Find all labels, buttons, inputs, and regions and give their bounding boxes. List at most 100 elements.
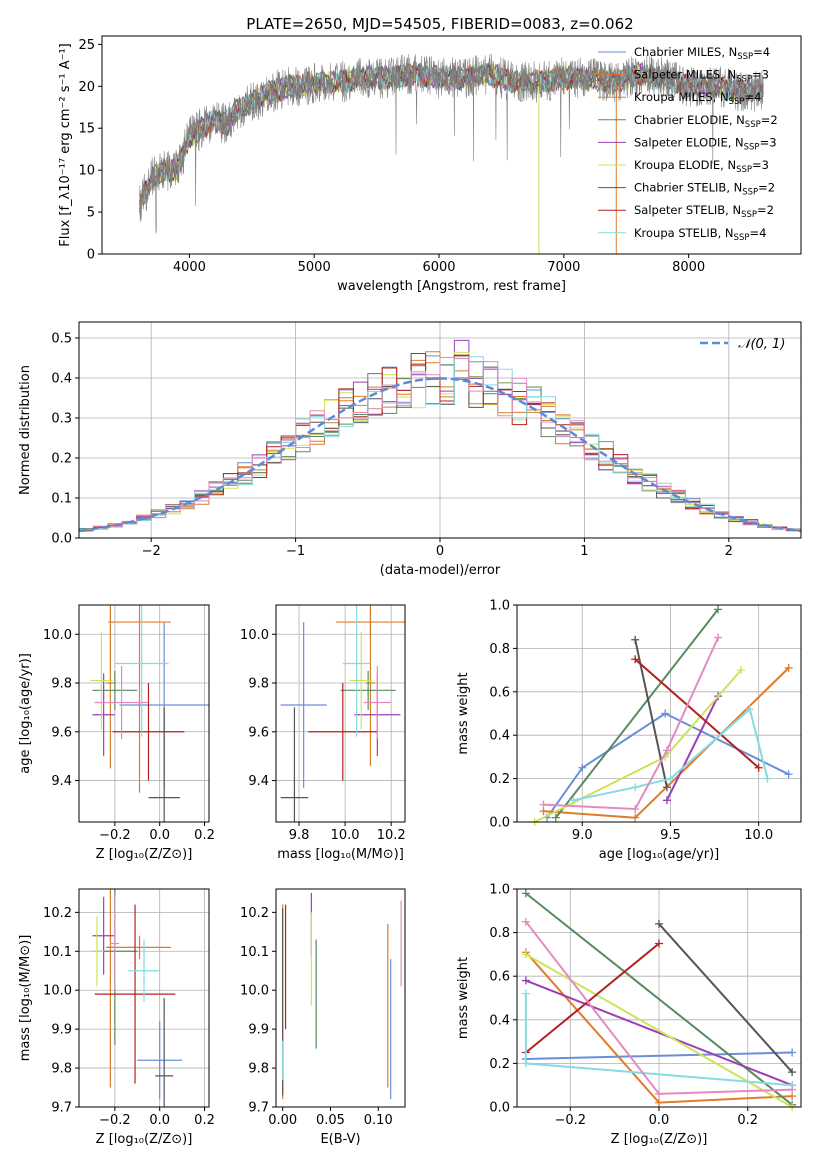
weight-series-line bbox=[634, 658, 760, 769]
x-tick-label: 0.0 bbox=[149, 828, 170, 843]
y-tick-label: 0 bbox=[87, 248, 95, 263]
weight-point-marker bbox=[655, 939, 663, 948]
y-tick-label: 9.4 bbox=[51, 774, 72, 789]
y-tick-label: 0.6 bbox=[489, 685, 510, 700]
x-tick-label: 1 bbox=[580, 544, 588, 559]
axes-weight_vs_age: 9.0 9.5 10.0 0.0 0.2 0.4 0.6 0.8 1.0 age [log₁₀(a… bbox=[456, 599, 801, 862]
axes-frame bbox=[275, 604, 406, 823]
weight-series-line bbox=[525, 892, 793, 1106]
y-tick-label: 1.0 bbox=[489, 599, 510, 614]
weight-series-line bbox=[525, 1051, 793, 1060]
weight-point-marker bbox=[662, 783, 671, 792]
y-tick-label: 0.3 bbox=[51, 412, 72, 427]
legend-label: Kroupa STELIB, NSSP=4 bbox=[634, 226, 766, 243]
x-tick-label: 7000 bbox=[547, 260, 580, 275]
legend-label: Salpeter MILES, NSSP=3 bbox=[634, 68, 769, 85]
y-tick-label: 0.0 bbox=[51, 532, 72, 547]
axes-frame bbox=[78, 604, 210, 823]
y-tick-label: 9.8 bbox=[51, 677, 72, 692]
x-tick-label: 0.0 bbox=[149, 1113, 170, 1128]
y-tick-label: 0.4 bbox=[489, 729, 510, 744]
y-tick-label: 10.0 bbox=[43, 984, 72, 999]
weight-series-line bbox=[658, 923, 793, 1073]
x-axis-label: Z [log₁₀(Z/Z⊙)] bbox=[96, 847, 193, 862]
weight-point-marker bbox=[631, 804, 640, 813]
x-tick-label: 0 bbox=[436, 544, 444, 559]
y-tick-label: 0.4 bbox=[489, 1013, 510, 1028]
y-tick-label: 0.1 bbox=[51, 492, 72, 507]
spectrum-legend: Chabrier MILES, NSSP=4 Salpeter MILES, NS… bbox=[598, 45, 778, 243]
y-tick-label: 20 bbox=[78, 80, 95, 95]
y-tick-label: 9.7 bbox=[51, 1101, 72, 1116]
weight-point-marker bbox=[655, 1098, 663, 1107]
x-tick-label: 0.05 bbox=[316, 1113, 345, 1128]
x-tick-label: 2 bbox=[725, 544, 733, 559]
x-tick-label: −0.2 bbox=[99, 1113, 131, 1128]
y-tick-label: 9.6 bbox=[51, 725, 72, 740]
y-tick-label: 9.8 bbox=[51, 1062, 72, 1077]
legend-label: Chabrier MILES, NSSP=4 bbox=[634, 45, 770, 62]
legend-label: Kroupa ELODIE, NSSP=3 bbox=[634, 158, 769, 175]
y-tick-label: 10.0 bbox=[240, 984, 269, 999]
x-tick-label: 0.2 bbox=[194, 828, 215, 843]
y-tick-label: 10.0 bbox=[240, 628, 269, 643]
axes-age_vs_Z: −0.2 0.0 0.2 9.4 9.6 9.8 10.0 Z [log₁₀(Z/Z⊙)] ag… bbox=[18, 605, 215, 862]
weight-point-marker bbox=[763, 774, 772, 783]
weight-point-marker bbox=[784, 663, 793, 672]
legend-label: Chabrier ELODIE, NSSP=2 bbox=[634, 113, 778, 130]
y-tick-label: 0.8 bbox=[489, 926, 510, 941]
weight-point-marker bbox=[521, 889, 530, 898]
legend-label: 𝒩(0, 1) bbox=[738, 337, 785, 352]
axes-frame bbox=[101, 35, 802, 255]
weight-point-marker bbox=[551, 813, 560, 822]
y-tick-label: 10.0 bbox=[43, 628, 72, 643]
legend-label: Chabrier STELIB, NSSP=2 bbox=[634, 181, 775, 198]
legend-label: Salpeter STELIB, NSSP=2 bbox=[634, 203, 774, 220]
y-tick-label: 0.0 bbox=[489, 816, 510, 831]
x-tick-label: 0.00 bbox=[268, 1113, 297, 1128]
x-tick-label: 10.2 bbox=[377, 828, 406, 843]
y-axis-label: mass [log₁₀(M/M⊙)] bbox=[18, 935, 33, 1062]
y-tick-label: 0.0 bbox=[489, 1101, 510, 1116]
weight-point-marker bbox=[631, 635, 640, 644]
weight-series-line bbox=[666, 695, 719, 801]
x-tick-label: 9.5 bbox=[660, 828, 681, 843]
normal-reference-curve bbox=[79, 377, 801, 533]
weight-point-marker bbox=[788, 1048, 797, 1057]
x-axis-label: Z [log₁₀(Z/Z⊙)] bbox=[96, 1132, 193, 1147]
weight-point-marker bbox=[569, 796, 578, 805]
weight-point-marker bbox=[631, 783, 640, 792]
y-tick-label: 9.7 bbox=[248, 1101, 269, 1116]
weight-point-marker bbox=[666, 774, 675, 783]
x-axis-label: Z [log₁₀(Z/Z⊙)] bbox=[611, 1132, 708, 1147]
y-tick-label: 10.1 bbox=[43, 945, 72, 960]
y-tick-label: 5 bbox=[87, 206, 95, 221]
y-tick-label: 9.8 bbox=[248, 677, 269, 692]
weight-point-marker bbox=[661, 709, 670, 718]
weight-series-line bbox=[525, 979, 793, 1087]
axes-mass_vs_Z: −0.2 0.0 0.2 9.7 9.8 9.9 10.0 10.1 10.2 Z [log₁₀(… bbox=[18, 889, 215, 1147]
weight-point-marker bbox=[521, 989, 530, 998]
y-tick-label: 10.1 bbox=[240, 945, 269, 960]
weight-point-marker bbox=[788, 1085, 797, 1094]
y-tick-label: 9.8 bbox=[248, 1062, 269, 1077]
legend-label: Kroupa MILES, NSSP=4 bbox=[634, 90, 761, 107]
axes-frame bbox=[275, 888, 406, 1108]
y-tick-label: 0.2 bbox=[489, 1057, 510, 1072]
y-tick-label: 0.4 bbox=[51, 372, 72, 387]
axes-age_vs_mass: 9.8 10.0 10.2 9.4 9.6 9.8 10.0 mass [log₁₀(M/M⊙… bbox=[240, 605, 406, 862]
weight-point-marker bbox=[662, 796, 671, 805]
axes-residuals: −2 −1 0 1 2 0.0 0.1 0.2 0.3 0.4 0.5 (data-model)/er… bbox=[18, 322, 801, 578]
weight-point-marker bbox=[655, 1089, 663, 1098]
weight-point-marker bbox=[655, 919, 663, 928]
y-tick-label: 9.4 bbox=[248, 774, 269, 789]
y-tick-label: 1.0 bbox=[489, 883, 510, 898]
y-axis-label: Normed distribution bbox=[18, 365, 33, 495]
y-tick-label: 10 bbox=[78, 164, 95, 179]
x-axis-label: mass [log₁₀(M/M⊙)] bbox=[277, 847, 404, 862]
plots-layer: 4000 5000 6000 7000 80000510152025wavelength… bbox=[18, 35, 802, 1147]
x-tick-label: 10.0 bbox=[331, 828, 360, 843]
weight-point-marker bbox=[521, 1059, 530, 1068]
y-tick-label: 25 bbox=[78, 38, 95, 53]
